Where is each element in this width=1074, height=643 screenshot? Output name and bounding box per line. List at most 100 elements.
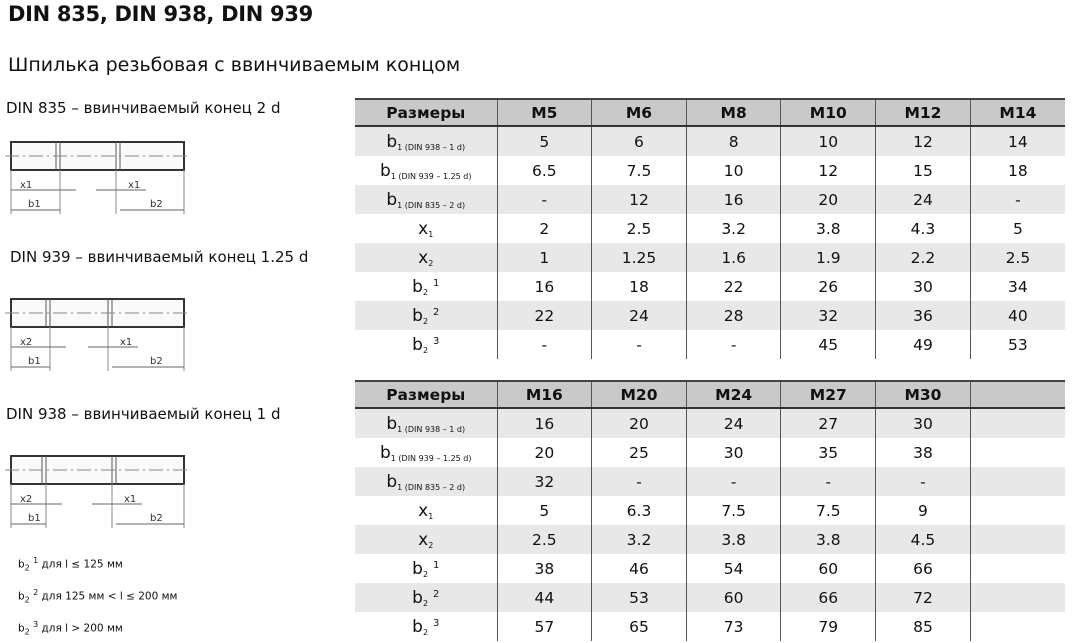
- table-row: b2 3 57 65 73 79 85: [355, 612, 1065, 641]
- row-label: b1 (DIN 938 – 1 d): [355, 126, 497, 156]
- row-label: b2 2: [355, 301, 497, 330]
- table-cell: 60: [685, 583, 781, 612]
- column-header: M30: [875, 380, 971, 409]
- table-row: b1 (DIN 939 – 1.25 d) 20 25 30 35 38: [355, 438, 1065, 467]
- table-cell: 6.5: [496, 156, 592, 185]
- table-cell: 24: [685, 408, 781, 438]
- table-cell: 27: [780, 408, 876, 438]
- table-cell: 53: [969, 330, 1065, 359]
- table-cell: 20: [591, 408, 687, 438]
- table-cell: 20: [780, 185, 876, 214]
- diagram-caption-din938: DIN 938 – ввинчиваемый конец 1 d: [6, 405, 281, 423]
- dimensions-table-m5-m14: Размеры M5 M6 M8 M10 M12 M14 b1 (DIN 938 – 1 d)…: [355, 98, 1065, 359]
- table-cell: [969, 496, 1065, 525]
- table-cell: -: [591, 467, 687, 496]
- column-header: [969, 380, 1065, 409]
- table-cell: 22: [685, 272, 781, 301]
- table-cell: 1.9: [780, 243, 876, 272]
- table-cell: 66: [780, 583, 876, 612]
- table-cell: 30: [875, 408, 971, 438]
- row-label: x1: [355, 496, 497, 525]
- column-header: M20: [591, 380, 687, 409]
- table-cell: 73: [685, 612, 781, 641]
- column-header: M6: [591, 98, 687, 127]
- table-cell: 3.2: [591, 525, 687, 554]
- dimension-label: b2: [150, 356, 163, 367]
- table-cell: 3.8: [685, 525, 781, 554]
- column-header: M5: [496, 98, 592, 127]
- table-cell: 32: [780, 301, 876, 330]
- table-cell: 26: [780, 272, 876, 301]
- table-cell: [969, 554, 1065, 583]
- table-row: b2 1 38 46 54 60 66: [355, 554, 1065, 583]
- table-row: b2 1 16 18 22 26 30 34: [355, 272, 1065, 301]
- row-label: x1: [355, 214, 497, 243]
- column-header: M14: [969, 98, 1065, 127]
- table-cell: 25: [591, 438, 687, 467]
- table-row: b2 3- - -45 49 53: [355, 330, 1065, 359]
- table-cell: 46: [591, 554, 687, 583]
- table-cell: 1: [496, 243, 592, 272]
- table-cell: 3.8: [780, 214, 876, 243]
- row-label: b1 (DIN 938 – 1 d): [355, 408, 497, 438]
- column-header: M12: [875, 98, 971, 127]
- table-cell: 30: [685, 438, 781, 467]
- table-cell: 28: [685, 301, 781, 330]
- table-cell: 24: [875, 185, 971, 214]
- table-cell: 18: [969, 156, 1065, 185]
- table-cell: 6.3: [591, 496, 687, 525]
- table-row: b1 (DIN 835 – 2 d) -12 16 20 24-: [355, 185, 1065, 214]
- table-cell: -: [685, 330, 781, 359]
- table-cell: 18: [591, 272, 687, 301]
- table-cell: 45: [780, 330, 876, 359]
- table-cell: 7.5: [591, 156, 687, 185]
- table-row: b1 (DIN 938 – 1 d) 16 20 24 27 30: [355, 408, 1065, 438]
- dimension-label: x2: [20, 337, 32, 348]
- table-cell: 2.5: [969, 243, 1065, 272]
- row-label: b2 1: [355, 554, 497, 583]
- stud-drawing: x2 x1 b1 b2: [5, 455, 190, 528]
- table-cell: 16: [496, 272, 592, 301]
- table-cell: 4.5: [875, 525, 971, 554]
- table-cell: 34: [969, 272, 1065, 301]
- table-cell: 65: [591, 612, 687, 641]
- row-label: b2 2: [355, 583, 497, 612]
- table-cell: 72: [875, 583, 971, 612]
- table-cell: 12: [875, 126, 971, 156]
- table-cell: 8: [685, 126, 781, 156]
- subtitle: Шпилька резьбовая с ввинчиваемым концом: [8, 54, 461, 76]
- dimension-label: x2: [20, 494, 32, 505]
- table-cell: 7.5: [780, 496, 876, 525]
- table-row: x2 2.5 3.2 3.8 3.8 4.5: [355, 525, 1065, 554]
- column-header: M27: [780, 380, 876, 409]
- column-header: M16: [496, 380, 592, 409]
- table-cell: 16: [685, 185, 781, 214]
- table-cell: 44: [496, 583, 592, 612]
- dimension-label: b1: [28, 199, 41, 210]
- table-row: x2 1 1.25 1.6 1.9 2.2 2.5: [355, 243, 1065, 272]
- column-header: Размеры: [355, 380, 497, 409]
- table-cell: [969, 408, 1065, 438]
- table-cell: 4.3: [875, 214, 971, 243]
- row-label: b2 3: [355, 330, 497, 359]
- table-cell: -: [591, 330, 687, 359]
- table-cell: 2.5: [591, 214, 687, 243]
- dimension-label: x1: [20, 180, 32, 191]
- dimensions-table-m16-m30: Размеры M16 M20 M24 M27 M30 b1 (DIN 938 – 1 d)…: [355, 380, 1065, 641]
- table-cell: 38: [875, 438, 971, 467]
- table-cell: -: [496, 330, 592, 359]
- table-cell: 24: [591, 301, 687, 330]
- row-label: b1 (DIN 939 – 1.25 d): [355, 156, 497, 185]
- table-cell: 5: [496, 496, 592, 525]
- table-cell: -: [875, 467, 971, 496]
- row-label: b1 (DIN 939 – 1.25 d): [355, 438, 497, 467]
- table-cell: 2.2: [875, 243, 971, 272]
- column-header: M24: [685, 380, 781, 409]
- table-row: b1 (DIN 939 – 1.25 d) 6.5 7.5 10 12 15 18: [355, 156, 1065, 185]
- footnote-3: b2 3 для l > 200 мм: [18, 620, 123, 637]
- table-cell: [969, 612, 1065, 641]
- table-cell: 49: [875, 330, 971, 359]
- table-cell: 3.2: [685, 214, 781, 243]
- table-cell: -: [969, 185, 1065, 214]
- table-cell: 10: [685, 156, 781, 185]
